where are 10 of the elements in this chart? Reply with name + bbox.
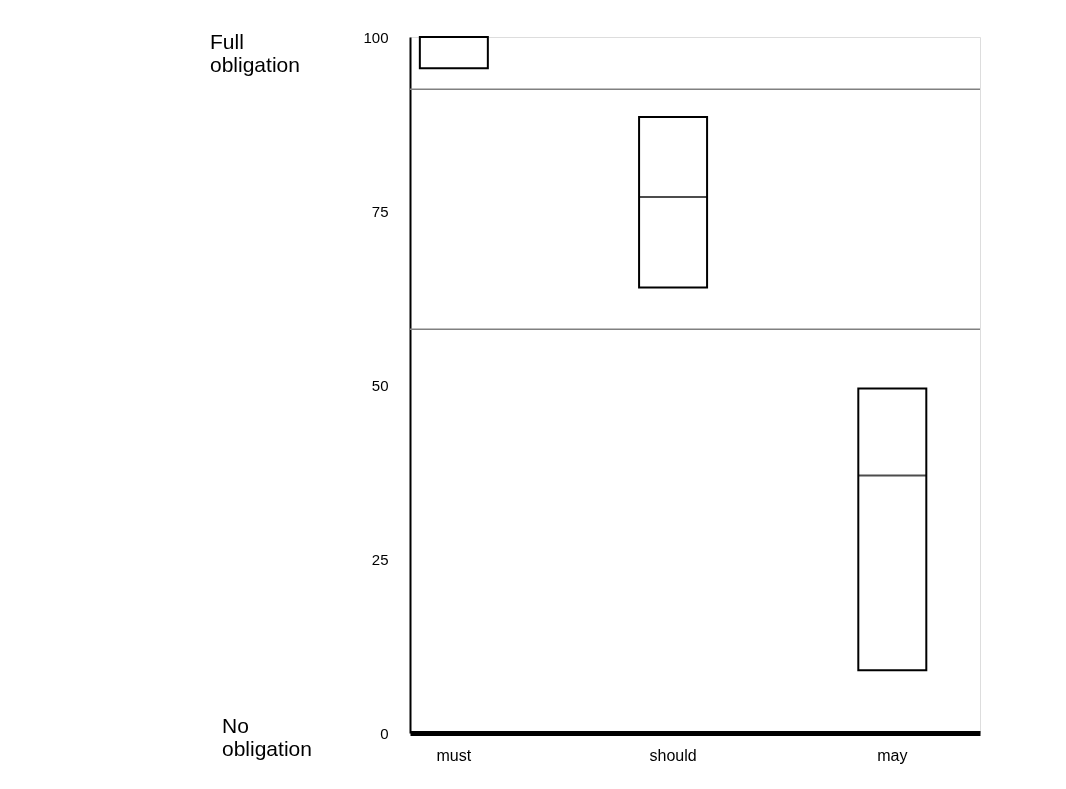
y-tick-label: 100 xyxy=(363,28,389,46)
x-tick-label: should xyxy=(649,746,697,764)
y-tick-label: 25 xyxy=(371,550,389,568)
x-tick-label: must xyxy=(436,746,472,764)
x-tick-label: may xyxy=(877,746,908,764)
y-tick-label: 0 xyxy=(380,724,389,742)
text: No obligation xyxy=(222,714,312,760)
text: Full obligation xyxy=(210,30,300,76)
y-tick-label: 50 xyxy=(371,376,389,394)
y-tick-label: 75 xyxy=(371,202,389,220)
